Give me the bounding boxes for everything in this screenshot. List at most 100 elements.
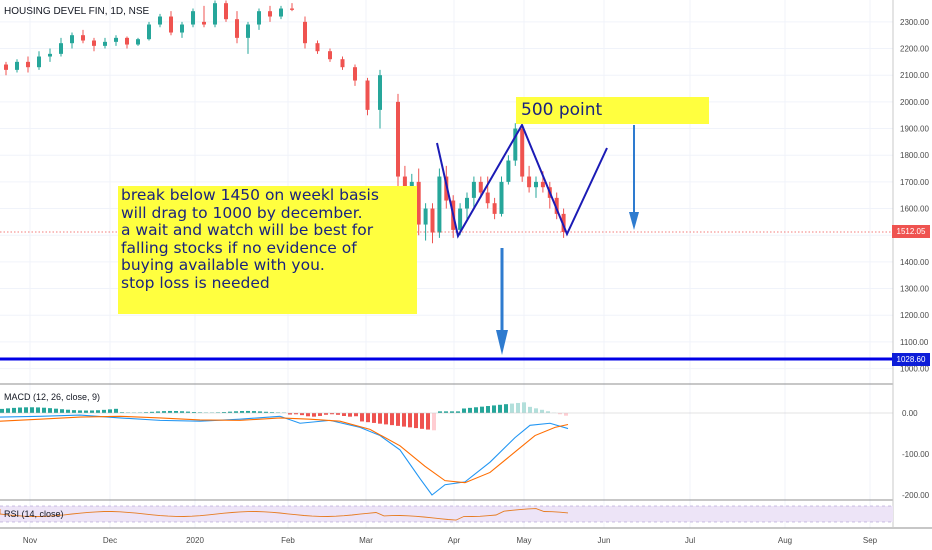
macd-histogram-bar (408, 413, 412, 428)
candle-body (471, 181, 476, 198)
macd-axis[interactable]: 0.00 -100.00 -200.00 (902, 409, 930, 500)
macd-histogram-bar (174, 411, 178, 413)
macd-histogram-bar (528, 406, 532, 413)
price-series (4, 0, 566, 244)
macd-histogram-bar (534, 408, 538, 413)
arrow-down-left[interactable] (496, 248, 508, 355)
note-line: falling stocks if no evidence of (121, 238, 357, 257)
macd-histogram-bar (78, 410, 82, 413)
macd-histogram-bar (66, 409, 70, 413)
macd-histogram-bar (120, 412, 124, 413)
time-tick-label: Nov (23, 536, 37, 545)
candle-body (506, 160, 511, 182)
candle-body (224, 3, 228, 20)
candle-body (303, 21, 307, 44)
macd-histogram-bar (306, 413, 310, 417)
macd-histogram-bar (96, 410, 100, 413)
macd-histogram-bar (168, 410, 172, 413)
candle-body (513, 128, 518, 161)
candle-body (246, 24, 250, 38)
macd-histogram-bar (300, 413, 304, 416)
macd-histogram-bar (186, 411, 190, 413)
macd-histogram-bar (354, 413, 358, 417)
macd-histogram-bar (102, 409, 106, 413)
candle-body (48, 53, 52, 57)
time-tick-label: Apr (448, 536, 461, 545)
macd-histogram-bar (384, 413, 388, 425)
rsi-label: RSI (14, close) (4, 509, 64, 519)
macd-histogram-bar (492, 405, 496, 413)
analysis-note[interactable]: break below 1450 on weekl basis will dra… (118, 186, 417, 314)
time-axis[interactable]: Nov Dec 2020 Feb Mar Apr May Jun Jul Aug Sep (23, 536, 878, 545)
candle-body (92, 40, 96, 46)
note-line: buying available with you. (121, 256, 325, 274)
macd-histogram-bar (390, 413, 394, 426)
macd-histogram-bar (36, 407, 40, 413)
note-line: stop loss is needed (121, 273, 270, 292)
candle-body (59, 43, 63, 54)
macd-histogram-bar (222, 412, 226, 413)
macd-histogram-bar (84, 410, 88, 413)
candle-body (81, 35, 85, 41)
macd-histogram-bar (540, 409, 544, 413)
candle-body (4, 64, 8, 70)
macd-histogram-bar (180, 411, 184, 413)
macd-histogram-bar (72, 410, 76, 413)
macd-histogram-bar (48, 408, 52, 413)
macd-histogram-bar (258, 411, 262, 413)
macd-histogram-bar (6, 408, 10, 413)
candle-body (70, 35, 74, 44)
target-note[interactable]: 500 point (516, 97, 709, 124)
macd-histogram-bar (426, 413, 430, 430)
macd-histogram-bar (42, 407, 46, 413)
candle-body (465, 197, 469, 209)
candle-body (158, 16, 162, 25)
candle-body (430, 208, 435, 233)
candle-body (561, 213, 566, 233)
macd-histogram-bar (0, 408, 4, 413)
macd-histogram-bar (450, 411, 454, 413)
macd-histogram-bar (228, 411, 232, 413)
time-tick-label: Dec (103, 536, 117, 545)
candle-body (534, 181, 538, 188)
note-line: break below 1450 on weekl basis (121, 186, 379, 204)
macd-tick-label: 0.00 (902, 409, 918, 418)
price-axis[interactable]: 2300.00 2200.00 2100.00 2000.00 1900.00 1800.… (900, 18, 929, 374)
candle-body (540, 181, 545, 188)
macd-histogram-bar (378, 413, 382, 424)
macd-histogram-bar (30, 407, 34, 413)
macd-histogram-bar (150, 411, 154, 413)
price-tick-label: 2200.00 (900, 45, 929, 54)
candle-body (235, 19, 239, 38)
price-tick-label: 1000.00 (900, 365, 929, 374)
macd-histogram-bar (546, 411, 550, 413)
candle-body (37, 56, 41, 68)
chart-title: HOUSING DEVEL FIN, 1D, NSE (4, 6, 150, 17)
price-tick-label: 2100.00 (900, 71, 929, 80)
candle-body (147, 24, 151, 40)
arrow-down-right[interactable] (629, 125, 639, 230)
time-tick-label: Feb (281, 536, 295, 545)
time-tick-label: Mar (359, 536, 373, 545)
time-tick-label: Sep (863, 536, 878, 545)
macd-histogram-bar (564, 413, 568, 416)
candle-body (458, 208, 463, 230)
candle-body (315, 43, 320, 52)
macd-histogram-bar (462, 408, 466, 413)
macd-histogram-bar (468, 407, 472, 413)
candle-body (437, 176, 442, 233)
rsi-line (0, 508, 569, 521)
time-tick-label: Jun (598, 536, 611, 545)
double-bottom-pattern[interactable] (436, 122, 608, 239)
macd-histogram-bar (372, 413, 376, 423)
macd-histogram-bar (420, 413, 424, 429)
candle-body (268, 11, 272, 17)
candle-body (423, 208, 428, 225)
macd-histogram-bar (18, 407, 22, 413)
macd-histogram-bar (504, 404, 508, 413)
rsi-band (0, 506, 893, 522)
macd-histogram-bar (270, 412, 274, 413)
candle-body (114, 37, 118, 42)
note-line: will drag to 1000 by december. (121, 203, 363, 222)
